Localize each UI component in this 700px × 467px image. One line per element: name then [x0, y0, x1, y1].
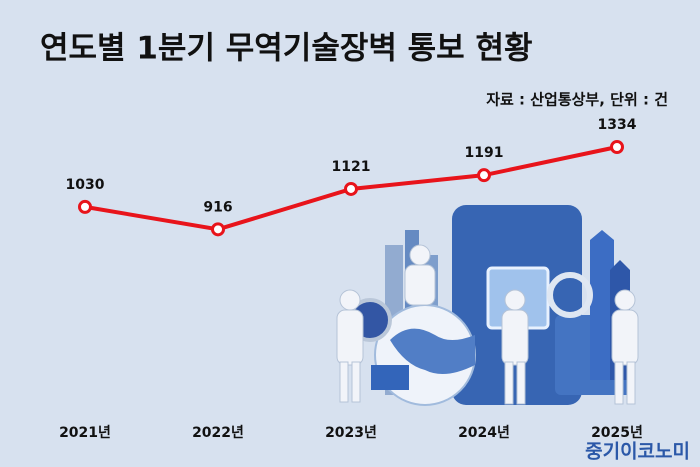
- data-label: 1030: [66, 177, 105, 193]
- x-tick-label: 2023년: [325, 425, 377, 441]
- point: [610, 140, 624, 154]
- x-tick-label: 2022년: [192, 425, 244, 441]
- data-label: 916: [203, 199, 232, 215]
- data-label: 1334: [598, 117, 637, 133]
- data-label: 1191: [465, 145, 504, 161]
- point: [211, 222, 225, 237]
- point: [78, 199, 92, 214]
- point: [344, 181, 358, 196]
- illustration: [336, 205, 639, 406]
- watermark: 중기이코노미: [585, 441, 690, 463]
- x-tick-label: 2021년: [59, 425, 111, 441]
- chart-subtitle: 자료 : 산업통상부, 단위 : 건: [486, 91, 668, 109]
- chart-title: 연도별 1분기 무역기술장벽 통보 현황: [40, 31, 533, 67]
- x-tick-label: 2025년: [591, 425, 643, 441]
- x-tick-label: 2024년: [458, 425, 510, 441]
- point: [477, 168, 491, 183]
- data-label: 1121: [332, 159, 371, 175]
